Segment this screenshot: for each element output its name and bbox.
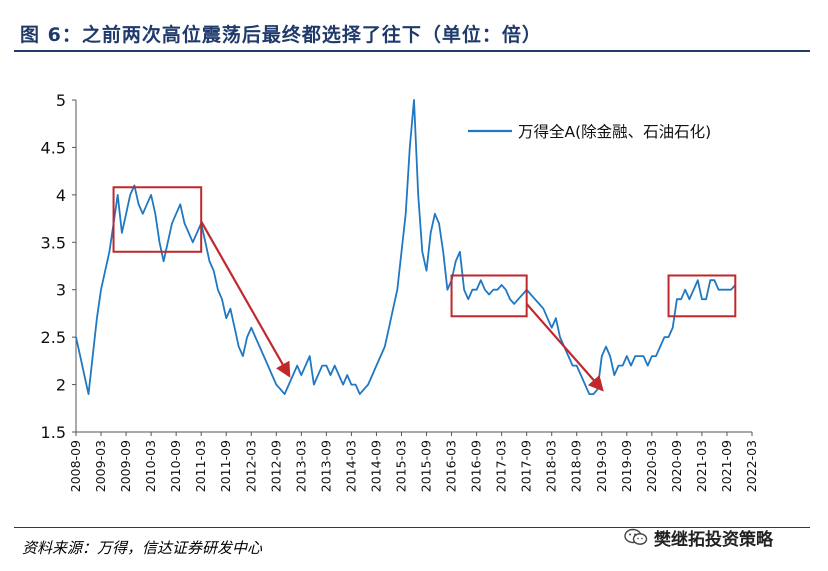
figure-title: 图 6：之前两次高位震荡后最终都选择了往下（单位：倍） bbox=[20, 24, 542, 46]
x-tick-label: 2020-03 bbox=[644, 440, 659, 492]
highlight-box bbox=[112, 186, 203, 253]
x-tick-label: 2009-09 bbox=[118, 440, 133, 492]
y-tick-label: 4.5 bbox=[41, 138, 66, 157]
watermark: 樊继拓投资策略 bbox=[624, 528, 773, 550]
x-tick-label: 2008-09 bbox=[68, 440, 83, 492]
trend-arrow bbox=[525, 303, 604, 392]
x-tick-label: 2014-09 bbox=[368, 440, 383, 492]
x-tick-label: 2017-09 bbox=[519, 440, 534, 492]
highlight-box bbox=[667, 274, 737, 318]
x-tick-label: 2021-09 bbox=[719, 440, 734, 492]
x-tick-label: 2012-09 bbox=[268, 440, 283, 492]
series-line bbox=[75, 99, 736, 396]
x-tick-label: 2015-09 bbox=[419, 440, 434, 492]
footer-divider bbox=[14, 527, 810, 528]
y-tick-label: 1.5 bbox=[41, 423, 66, 442]
y-tick-label: 4 bbox=[56, 186, 66, 205]
x-tick-label: 2012-03 bbox=[243, 440, 258, 492]
x-tick-label: 2019-09 bbox=[619, 440, 634, 492]
trend-arrow bbox=[200, 220, 291, 378]
figure-title-bar: 图 6：之前两次高位震荡后最终都选择了往下（单位：倍） bbox=[14, 18, 814, 52]
x-tick-label: 2018-09 bbox=[569, 440, 584, 492]
x-tick-label: 2009-03 bbox=[93, 440, 108, 492]
x-tick-label: 2016-09 bbox=[469, 440, 484, 492]
title-underline bbox=[14, 50, 810, 52]
x-tick-label: 2013-03 bbox=[293, 440, 308, 492]
y-tick-label: 2 bbox=[56, 376, 66, 395]
x-tick-label: 2016-03 bbox=[444, 440, 459, 492]
source-note: 资料来源：万得，信达证券研发中心 bbox=[22, 539, 263, 557]
y-tick-label: 3 bbox=[56, 281, 66, 300]
wechat-icon bbox=[624, 528, 648, 545]
x-tick-label: 2017-03 bbox=[494, 440, 509, 492]
x-tick-label: 2019-03 bbox=[594, 440, 609, 492]
legend-label: 万得全A(除金融、石油石化) bbox=[518, 123, 711, 141]
highlight-box bbox=[450, 274, 528, 318]
x-tick-label: 2013-09 bbox=[318, 440, 333, 492]
x-tick-label: 2022-03 bbox=[744, 440, 759, 492]
x-tick-label: 2010-09 bbox=[168, 440, 183, 492]
x-tick-label: 2020-09 bbox=[669, 440, 684, 492]
x-tick-label: 2021-03 bbox=[694, 440, 709, 492]
x-tick-label: 2011-03 bbox=[193, 440, 208, 492]
y-tick-label: 2.5 bbox=[41, 328, 66, 347]
x-tick-label: 2015-03 bbox=[393, 440, 408, 492]
watermark-text: 樊继拓投资策略 bbox=[654, 529, 773, 550]
x-tick-label: 2011-09 bbox=[218, 440, 233, 492]
x-tick-label: 2014-03 bbox=[343, 440, 358, 492]
x-tick-label: 2018-03 bbox=[544, 440, 559, 492]
x-tick-label: 2010-03 bbox=[143, 440, 158, 492]
y-tick-label: 5 bbox=[56, 91, 66, 110]
y-tick-label: 3.5 bbox=[41, 233, 66, 252]
